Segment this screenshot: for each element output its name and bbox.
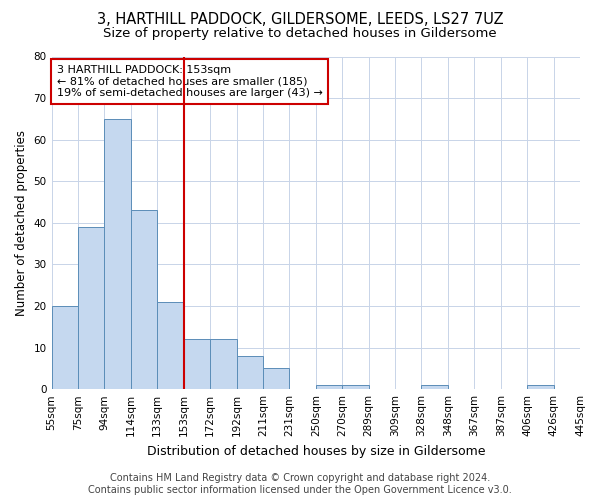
Text: 3, HARTHILL PADDOCK, GILDERSOME, LEEDS, LS27 7UZ: 3, HARTHILL PADDOCK, GILDERSOME, LEEDS, … [97,12,503,28]
Bar [236,356,263,389]
Bar [342,385,368,389]
Bar [52,306,78,389]
Bar [316,385,342,389]
Bar [157,302,184,389]
Text: 3 HARTHILL PADDOCK: 153sqm
← 81% of detached houses are smaller (185)
19% of sem: 3 HARTHILL PADDOCK: 153sqm ← 81% of deta… [57,65,323,98]
Bar [184,340,210,389]
Bar [210,340,236,389]
Text: Contains HM Land Registry data © Crown copyright and database right 2024.
Contai: Contains HM Land Registry data © Crown c… [88,474,512,495]
Bar [104,119,131,389]
Text: Size of property relative to detached houses in Gildersome: Size of property relative to detached ho… [103,28,497,40]
Bar [78,227,104,389]
Bar [527,385,554,389]
Bar [421,385,448,389]
X-axis label: Distribution of detached houses by size in Gildersome: Distribution of detached houses by size … [146,444,485,458]
Bar [131,210,157,389]
Bar [263,368,289,389]
Y-axis label: Number of detached properties: Number of detached properties [15,130,28,316]
